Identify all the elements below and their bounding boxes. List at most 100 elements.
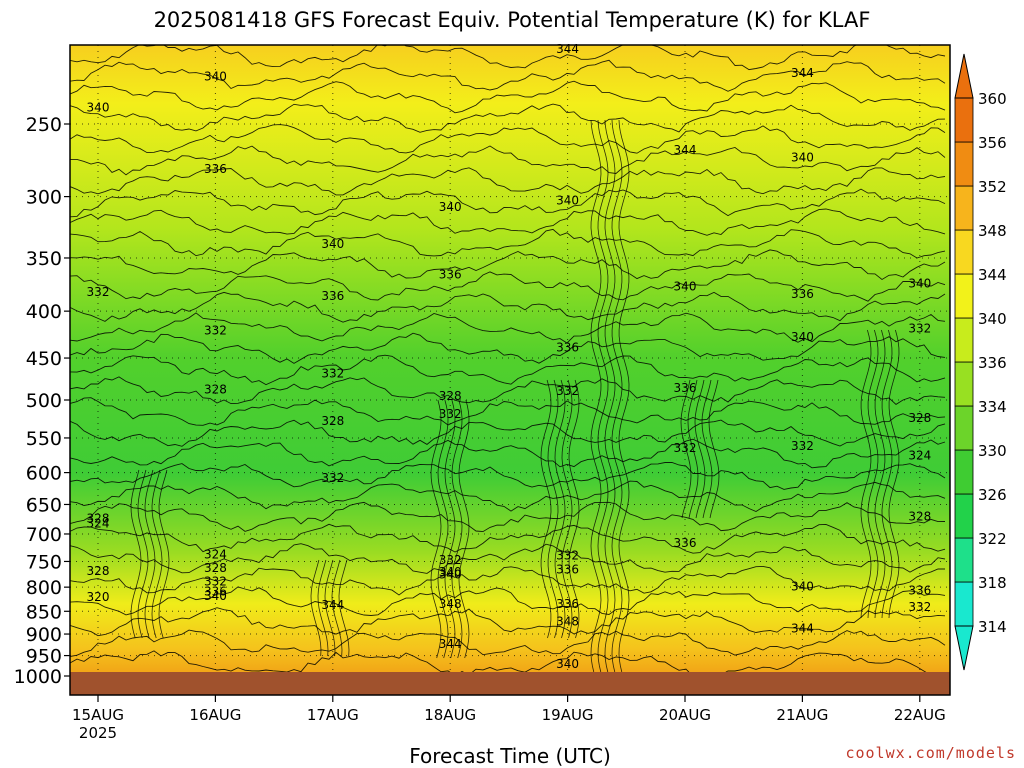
contour-line <box>547 379 559 639</box>
contour-label: 336 <box>204 162 227 176</box>
contour-label: 340 <box>791 580 814 594</box>
y-tick-label: 550 <box>26 428 62 450</box>
colorbar-segment <box>954 185 974 231</box>
y-tick-label: 300 <box>26 187 62 209</box>
contour-label: 328 <box>321 414 344 428</box>
contour-line <box>604 119 616 691</box>
contour-line <box>70 103 946 133</box>
contour-label: 336 <box>556 562 579 576</box>
contour-label: 340 <box>791 330 814 344</box>
contour-label: 332 <box>204 575 227 589</box>
contour-label: 340 <box>87 101 110 115</box>
y-tick-label: 600 <box>26 463 62 485</box>
contour-label: 340 <box>674 280 697 294</box>
contour-label: 328 <box>908 411 931 425</box>
contour-label: 344 <box>439 637 462 651</box>
contour-line <box>430 399 442 659</box>
y-tick-label: 250 <box>26 114 62 136</box>
contour-line <box>70 607 946 637</box>
contour-line <box>70 376 946 405</box>
contour-label: 328 <box>204 561 227 575</box>
contour-line <box>70 523 946 554</box>
contour-label: 336 <box>556 340 579 354</box>
grid <box>70 45 950 695</box>
contour-label: 332 <box>908 322 931 336</box>
contour-line <box>70 461 946 490</box>
contour-label: 336 <box>674 536 697 550</box>
colorbar-tick-label: 330 <box>978 442 1007 460</box>
contour-line <box>70 332 946 364</box>
contour-label: 348 <box>439 597 462 611</box>
colorbar-tick-label: 356 <box>978 134 1007 152</box>
colorbar-tick-label: 314 <box>978 618 1007 636</box>
colorbar-segment <box>954 141 974 187</box>
contour-line <box>70 188 946 218</box>
contour-line <box>888 329 900 619</box>
contour-label: 340 <box>791 151 814 165</box>
y-tick-label: 1000 <box>14 666 62 688</box>
contour-line <box>331 559 343 657</box>
contour-line <box>137 469 149 639</box>
contour-label: 336 <box>556 597 579 611</box>
x-tick-label: 16AUG <box>189 706 241 724</box>
colorbar-segment <box>954 405 974 451</box>
contour-label: 328 <box>204 383 227 397</box>
colorbar-segment <box>954 273 974 319</box>
y-tick-label: 650 <box>26 494 62 516</box>
contour-line <box>458 399 470 659</box>
credit-link[interactable]: coolwx.com/models <box>845 744 1016 762</box>
contour-label: 324 <box>87 517 110 531</box>
contour-label: 340 <box>556 657 579 671</box>
colorbar-tick-label: 348 <box>978 222 1007 240</box>
contour-line <box>451 399 463 659</box>
contour-line <box>151 469 163 639</box>
colorbar-tick-label: 318 <box>978 574 1007 592</box>
x-tick-label: 18AUG <box>424 706 476 724</box>
contour-label: 340 <box>204 589 227 603</box>
contour-line <box>687 379 699 519</box>
contour-line <box>701 379 713 519</box>
contour-line <box>70 59 946 92</box>
colorbar-max-arrow <box>954 53 974 99</box>
contour-label: 340 <box>908 276 931 290</box>
contour-line <box>70 145 946 176</box>
contour-line <box>70 354 946 386</box>
plot-field <box>70 45 950 695</box>
x-year-label: 2025 <box>79 724 117 742</box>
contour-line <box>881 329 893 619</box>
contour-label: 340 <box>439 568 462 582</box>
contour-line <box>590 119 602 691</box>
contour-label: 340 <box>204 70 227 84</box>
contour-line <box>618 119 630 691</box>
contour-line <box>70 249 946 281</box>
contour-line <box>611 119 623 691</box>
contour-label: 332 <box>556 549 579 563</box>
contour-label: 332 <box>439 553 462 567</box>
x-tick-label: 19AUG <box>542 706 594 724</box>
y-tick-label: 800 <box>26 577 62 599</box>
contour-label: 340 <box>439 565 462 579</box>
colorbar-segment <box>954 537 974 583</box>
contour-label: 340 <box>321 237 344 251</box>
contour-label: 336 <box>791 287 814 301</box>
contour-label: 336 <box>321 289 344 303</box>
contour-line <box>568 379 580 639</box>
contour-label: 332 <box>908 600 931 614</box>
contour-label: 332 <box>321 471 344 485</box>
contour-line <box>867 329 879 619</box>
contour-label: 328 <box>87 511 110 525</box>
contour-line <box>70 208 946 236</box>
contour-label: 344 <box>791 622 814 636</box>
contour-line <box>70 543 946 574</box>
y-tick-label: 500 <box>26 390 62 412</box>
y-tick-label: 900 <box>26 624 62 646</box>
contour-line <box>444 399 456 659</box>
y-tick-label: 350 <box>26 248 62 270</box>
colorbar-min-arrow <box>954 625 974 671</box>
contour-label: 336 <box>674 381 697 395</box>
contour-label: 332 <box>204 324 227 338</box>
contour-label: 320 <box>87 590 110 604</box>
contour-line <box>158 469 170 639</box>
colorbar: 314 318 322 326 330 334 336 340 344 348 352 356 360 <box>954 53 1007 671</box>
contour-line <box>597 119 609 691</box>
